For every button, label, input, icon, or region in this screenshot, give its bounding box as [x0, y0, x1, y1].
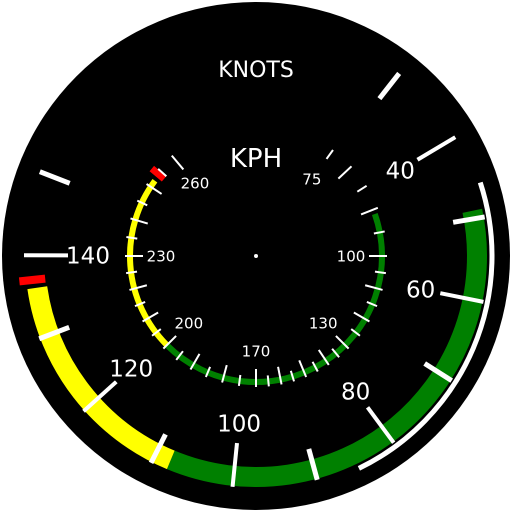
minor-tick — [306, 448, 320, 481]
minor-tick — [452, 214, 486, 225]
minor-tick — [325, 149, 334, 160]
minor-tick — [366, 300, 378, 308]
white-arc — [357, 181, 495, 471]
major-tick — [189, 353, 201, 370]
minor-tick — [157, 168, 168, 177]
major-tick — [353, 311, 370, 323]
outer-scale-label-80: 80 — [341, 380, 370, 406]
major-tick — [439, 291, 484, 304]
inner-scale-label-260: 260 — [181, 175, 210, 193]
minor-tick — [377, 71, 402, 101]
outer-scale-ticks — [23, 71, 486, 488]
major-tick — [337, 165, 353, 180]
outer-scale-labels: 40 60 80 100 120 140 — [66, 158, 435, 437]
major-tick — [171, 155, 185, 171]
redline-marker — [18, 274, 46, 286]
major-tick — [162, 335, 177, 350]
minor-tick — [237, 374, 242, 387]
inner-scale-ticks — [125, 149, 387, 387]
minor-tick — [311, 361, 319, 373]
major-tick — [130, 217, 149, 225]
major-tick — [298, 360, 308, 378]
major-tick — [365, 406, 396, 444]
outer-unit-label: KNOTS — [218, 58, 294, 83]
minor-tick — [148, 433, 168, 465]
major-tick — [146, 183, 163, 195]
redline-marker — [149, 165, 167, 182]
minor-tick — [125, 270, 138, 275]
minor-tick — [374, 270, 387, 275]
yellow-arc — [27, 286, 175, 470]
outer-scale-label-40: 40 — [386, 158, 415, 184]
major-tick — [277, 366, 283, 385]
major-tick — [129, 284, 148, 291]
outer-scale-label-60: 60 — [406, 277, 435, 303]
minor-tick — [126, 236, 138, 240]
major-tick — [360, 206, 379, 216]
minor-tick — [350, 328, 361, 337]
green-arc — [164, 213, 385, 386]
minor-tick — [423, 361, 454, 383]
minor-tick — [136, 199, 148, 207]
inner-scale-label-230: 230 — [147, 247, 176, 265]
major-tick — [221, 364, 228, 383]
minor-tick — [331, 348, 340, 358]
inner-unit-label: KPH — [230, 144, 282, 174]
minor-tick — [38, 325, 71, 342]
major-tick — [82, 380, 118, 413]
green-arc — [166, 208, 487, 487]
major-tick — [317, 349, 330, 366]
major-tick — [364, 284, 383, 291]
major-tick — [335, 335, 350, 350]
outer-scale-label-140: 140 — [66, 244, 110, 270]
outer-speed-arcs — [18, 181, 495, 487]
minor-tick — [266, 375, 270, 387]
inner-scale-label-75: 75 — [302, 171, 321, 189]
minor-tick — [151, 328, 162, 337]
inner-scale-label-130: 130 — [309, 315, 338, 333]
major-tick — [142, 311, 159, 323]
minor-tick — [134, 300, 146, 308]
minor-tick — [175, 350, 184, 361]
inner-speed-arcs — [126, 165, 385, 386]
inner-scale-labels: 75 100 130 170 200 230 260 — [147, 171, 366, 361]
minor-tick — [289, 370, 295, 382]
outer-scale-label-120: 120 — [109, 357, 153, 383]
major-tick — [230, 442, 239, 488]
major-tick — [416, 135, 457, 162]
minor-tick — [356, 184, 368, 193]
minor-tick — [373, 230, 385, 235]
center-dot — [254, 254, 258, 258]
inner-scale-label-170: 170 — [242, 342, 271, 360]
inner-scale-label-200: 200 — [174, 315, 203, 333]
minor-tick — [38, 169, 71, 186]
yellow-arc — [126, 178, 170, 348]
outer-scale-label-100: 100 — [217, 411, 261, 437]
inner-scale-label-100: 100 — [337, 247, 366, 265]
minor-tick — [204, 366, 212, 378]
